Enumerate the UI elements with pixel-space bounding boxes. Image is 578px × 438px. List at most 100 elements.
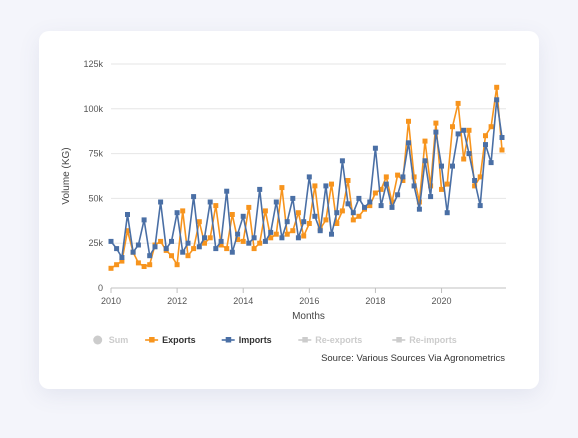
legend-item-imports[interactable]: Imports bbox=[221, 335, 272, 345]
exports-point[interactable] bbox=[472, 183, 478, 189]
exports-point[interactable] bbox=[444, 181, 450, 187]
exports-point[interactable] bbox=[494, 84, 500, 90]
exports-point[interactable] bbox=[439, 186, 444, 192]
imports-point[interactable] bbox=[356, 195, 362, 201]
imports-point[interactable] bbox=[323, 183, 329, 189]
exports-point[interactable] bbox=[466, 127, 472, 133]
imports-point[interactable] bbox=[147, 253, 153, 259]
exports-point[interactable] bbox=[273, 231, 279, 237]
exports-point[interactable] bbox=[455, 100, 461, 106]
exports-point[interactable] bbox=[367, 203, 373, 209]
imports-point[interactable] bbox=[196, 244, 202, 250]
imports-point[interactable] bbox=[455, 131, 461, 137]
imports-point[interactable] bbox=[367, 199, 373, 205]
imports-point[interactable] bbox=[257, 186, 263, 192]
imports-point[interactable] bbox=[395, 192, 401, 198]
exports-point[interactable] bbox=[329, 181, 334, 187]
exports-point[interactable] bbox=[383, 174, 389, 180]
exports-point[interactable] bbox=[483, 133, 488, 139]
legend-item-re-exports[interactable]: Re-exports bbox=[298, 335, 362, 345]
exports-point[interactable] bbox=[268, 235, 274, 241]
exports-point[interactable] bbox=[284, 231, 290, 237]
imports-point[interactable] bbox=[444, 210, 450, 216]
exports-point[interactable] bbox=[125, 228, 130, 234]
exports-point[interactable] bbox=[345, 178, 351, 183]
imports-point[interactable] bbox=[218, 238, 224, 244]
exports-point[interactable] bbox=[406, 118, 411, 124]
imports-point[interactable] bbox=[383, 181, 389, 187]
imports-point[interactable] bbox=[301, 219, 307, 225]
imports-point[interactable] bbox=[268, 229, 274, 235]
exports-point[interactable] bbox=[119, 258, 125, 264]
exports-point[interactable] bbox=[416, 199, 422, 205]
exports-point[interactable] bbox=[295, 210, 301, 216]
imports-point[interactable] bbox=[152, 244, 158, 250]
imports-point[interactable] bbox=[312, 213, 318, 219]
imports-point[interactable] bbox=[306, 174, 312, 180]
exports-point[interactable] bbox=[395, 172, 401, 178]
imports-point[interactable] bbox=[477, 203, 483, 209]
exports-point[interactable] bbox=[323, 217, 329, 223]
exports-point[interactable] bbox=[191, 246, 197, 252]
exports-point[interactable] bbox=[334, 221, 340, 226]
imports-point[interactable] bbox=[416, 206, 422, 212]
exports-point[interactable] bbox=[196, 219, 202, 225]
exports-point[interactable] bbox=[290, 228, 296, 234]
imports-point[interactable] bbox=[141, 217, 147, 223]
imports-point[interactable] bbox=[461, 127, 467, 133]
imports-point[interactable] bbox=[163, 246, 169, 252]
imports-point[interactable] bbox=[213, 246, 219, 252]
imports-point[interactable] bbox=[135, 242, 141, 248]
imports-point[interactable] bbox=[246, 240, 252, 246]
exports-point[interactable] bbox=[306, 221, 312, 226]
imports-point[interactable] bbox=[207, 199, 213, 205]
exports-point[interactable] bbox=[356, 213, 362, 219]
exports-point[interactable] bbox=[378, 186, 384, 192]
exports-point[interactable] bbox=[235, 237, 241, 243]
imports-point[interactable] bbox=[114, 246, 120, 252]
exports-point[interactable] bbox=[461, 156, 467, 162]
imports-point[interactable] bbox=[290, 195, 296, 201]
imports-point[interactable] bbox=[262, 238, 268, 244]
imports-point[interactable] bbox=[240, 213, 246, 219]
imports-point[interactable] bbox=[450, 163, 455, 169]
imports-point[interactable] bbox=[158, 199, 164, 205]
exports-point[interactable] bbox=[350, 217, 356, 223]
imports-point[interactable] bbox=[169, 238, 174, 244]
exports-point[interactable] bbox=[312, 183, 318, 189]
imports-point[interactable] bbox=[428, 194, 434, 200]
exports-point[interactable] bbox=[262, 208, 268, 214]
exports-point[interactable] bbox=[428, 183, 434, 189]
exports-point[interactable] bbox=[229, 212, 235, 217]
imports-point[interactable] bbox=[466, 151, 472, 157]
imports-point[interactable] bbox=[499, 135, 505, 140]
exports-point[interactable] bbox=[433, 120, 439, 126]
exports-point[interactable] bbox=[389, 199, 395, 205]
imports-point[interactable] bbox=[229, 249, 235, 255]
imports-point[interactable] bbox=[180, 249, 186, 255]
exports-point[interactable] bbox=[185, 253, 191, 259]
exports-point[interactable] bbox=[339, 208, 345, 214]
imports-point[interactable] bbox=[191, 194, 197, 200]
exports-point[interactable] bbox=[477, 174, 483, 180]
imports-point[interactable] bbox=[174, 210, 180, 216]
imports-point[interactable] bbox=[362, 204, 367, 210]
imports-point[interactable] bbox=[130, 249, 136, 255]
exports-point[interactable] bbox=[301, 233, 307, 239]
exports-point[interactable] bbox=[158, 238, 164, 244]
imports-point[interactable] bbox=[329, 231, 334, 237]
legend-item-sum[interactable]: Sum bbox=[93, 335, 128, 345]
imports-point[interactable] bbox=[224, 188, 230, 194]
exports-point[interactable] bbox=[488, 124, 494, 130]
exports-point[interactable] bbox=[422, 138, 428, 144]
imports-point[interactable] bbox=[202, 235, 207, 241]
imports-point[interactable] bbox=[411, 183, 417, 189]
imports-point[interactable] bbox=[494, 97, 500, 103]
exports-point[interactable] bbox=[240, 238, 246, 244]
imports-point[interactable] bbox=[339, 158, 345, 164]
exports-point[interactable] bbox=[450, 124, 455, 130]
imports-point[interactable] bbox=[279, 235, 285, 241]
imports-point[interactable] bbox=[273, 199, 279, 205]
imports-point[interactable] bbox=[472, 178, 478, 183]
imports-point[interactable] bbox=[433, 129, 439, 135]
